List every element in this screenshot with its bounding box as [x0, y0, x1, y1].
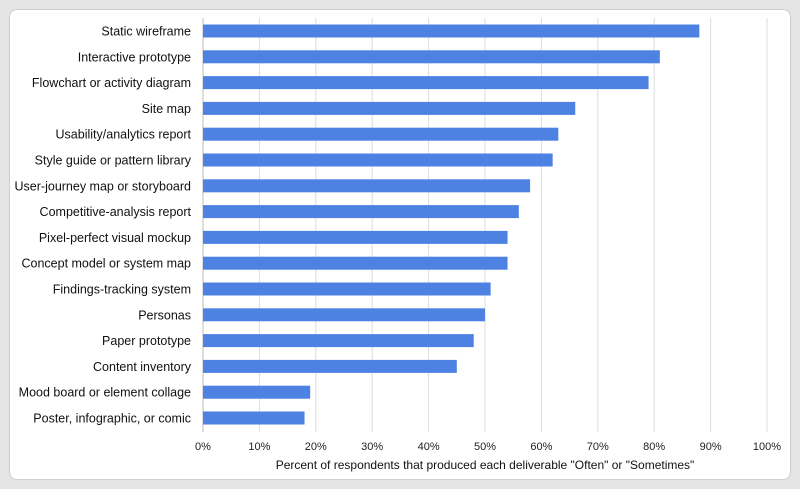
category-label: Pixel-perfect visual mockup: [39, 231, 191, 245]
x-axis-title: Percent of respondents that produced eac…: [276, 458, 695, 472]
x-tick-label: 40%: [418, 441, 440, 453]
x-tick-label: 80%: [643, 441, 665, 453]
bar: [203, 101, 576, 115]
bar: [203, 256, 508, 270]
bar: [203, 411, 305, 425]
x-tick-label: 90%: [700, 441, 722, 453]
x-tick-label: 100%: [753, 441, 781, 453]
category-label: Usability/analytics report: [56, 128, 192, 142]
x-tick-label: 70%: [587, 441, 609, 453]
category-label: Personas: [138, 308, 191, 322]
category-label: Content inventory: [93, 360, 192, 374]
x-tick-label: 60%: [530, 441, 552, 453]
x-tick-label: 30%: [361, 441, 383, 453]
bar: [203, 76, 649, 90]
x-tick-label: 50%: [474, 441, 496, 453]
category-label: Style guide or pattern library: [35, 154, 192, 168]
bars: [203, 24, 700, 425]
bar: [203, 308, 485, 322]
category-label: Poster, infographic, or comic: [33, 412, 191, 426]
x-tick-label: 20%: [305, 441, 327, 453]
bar: [203, 50, 660, 64]
x-axis-ticks: 0% 10% 20% 30% 40% 50% 60% 70% 80% 90% 100%: [195, 441, 781, 453]
bar: [203, 334, 474, 348]
category-label: Paper prototype: [102, 334, 191, 348]
category-labels: Static wireframe Interactive prototype Flo…: [15, 25, 192, 426]
bar: [203, 179, 531, 193]
category-label: Concept model or system map: [21, 257, 191, 271]
category-label: Findings-tracking system: [53, 283, 191, 297]
bar: [203, 385, 311, 399]
category-label: Site map: [142, 102, 191, 116]
category-label: Static wireframe: [101, 25, 191, 39]
bar: [203, 282, 491, 296]
bar: [203, 153, 553, 167]
x-tick-label: 10%: [248, 441, 270, 453]
bar: [203, 24, 700, 38]
bar: [203, 230, 508, 244]
category-label: Mood board or element collage: [19, 386, 191, 400]
category-label: Competitive-analysis report: [40, 205, 192, 219]
x-tick-label: 0%: [195, 441, 211, 453]
category-label: Interactive prototype: [78, 50, 191, 64]
category-label: Flowchart or activity diagram: [32, 76, 191, 90]
bar: [203, 359, 457, 373]
bar: [203, 127, 559, 141]
category-label: User-journey map or storyboard: [15, 179, 192, 193]
bar: [203, 205, 519, 219]
